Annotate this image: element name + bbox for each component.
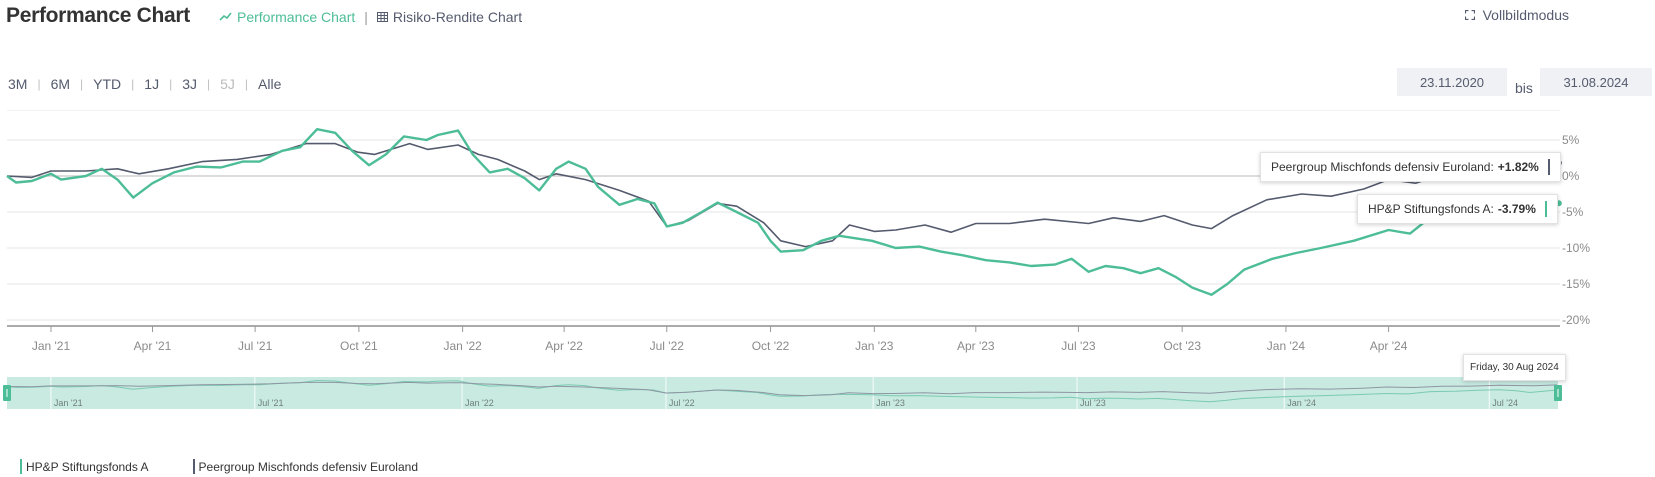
- expand-icon: [1464, 10, 1475, 20]
- risk-return-chart-toggle[interactable]: Risiko-Rendite Chart: [376, 9, 523, 25]
- range-1j-button[interactable]: 1J: [144, 76, 160, 92]
- legend-item-peergroup[interactable]: Peergroup Mischfonds defensiv Euroland: [192, 459, 418, 474]
- chart-legend: HP&P Stiftungsfonds A Peergroup Mischfon…: [20, 459, 462, 474]
- range-ytd-button[interactable]: YTD: [93, 76, 122, 92]
- range-selector: 3M | 6M | YTD | 1J | 3J | 5J | Alle: [8, 76, 281, 92]
- navigator-tick-label: Jul '24: [1492, 398, 1518, 408]
- navigator-tick-label: Jul '21: [258, 398, 284, 408]
- page-title: Performance Chart: [6, 4, 190, 27]
- tooltip-fund: HP&P Stiftungsfonds A: -3.79%: [1357, 194, 1558, 224]
- x-tick-label: Jul '22: [650, 339, 685, 353]
- navigator-tick-label: Jan '21: [54, 398, 83, 408]
- range-divider: |: [80, 77, 84, 91]
- navigator-tick-label: Jul '22: [669, 398, 695, 408]
- tooltip-fund-marker: [1544, 201, 1547, 217]
- x-tick-label: Jul '21: [238, 339, 273, 353]
- risk-return-chart-label: Risiko-Rendite Chart: [392, 9, 523, 25]
- range-divider: |: [207, 77, 211, 91]
- range-3j-button[interactable]: 3J: [182, 76, 197, 92]
- x-tick-label: Jul '23: [1061, 339, 1096, 353]
- tooltip-peergroup-marker: [1547, 159, 1550, 175]
- x-tick-label: Apr '22: [545, 339, 583, 353]
- range-3m-button[interactable]: 3M: [8, 76, 28, 92]
- y-tick-label: -15%: [1562, 277, 1590, 291]
- navigator-selection[interactable]: [7, 377, 1558, 409]
- navigator-tick-label: Jul '23: [1080, 398, 1106, 408]
- range-alle-button[interactable]: Alle: [258, 76, 282, 92]
- range-divider: |: [37, 77, 41, 91]
- y-tick-label: -20%: [1562, 313, 1590, 327]
- series-line-fund: [6, 128, 1560, 297]
- legend-label-peergroup: Peergroup Mischfonds defensiv Euroland: [198, 459, 418, 474]
- tooltip-peergroup-value: +1.82%: [1497, 160, 1539, 174]
- x-tick-label: Jan '24: [1267, 339, 1306, 353]
- x-tick-label: Jan '22: [443, 339, 482, 353]
- fullscreen-button[interactable]: Vollbildmodus: [1464, 7, 1569, 23]
- legend-swatch-fund: [20, 459, 22, 474]
- fullscreen-label: Vollbildmodus: [1482, 7, 1569, 23]
- range-divider: |: [169, 77, 173, 91]
- y-tick-label: 0%: [1562, 169, 1580, 183]
- y-tick-label: 5%: [1562, 133, 1580, 147]
- x-tick-label: Jan '21: [32, 339, 71, 353]
- legend-item-fund[interactable]: HP&P Stiftungsfonds A: [20, 459, 149, 474]
- x-tick-label: Apr '23: [957, 339, 995, 353]
- tooltip-peergroup: Peergroup Mischfonds defensiv Euroland: …: [1260, 152, 1561, 182]
- navigator-line-peergroup: [6, 381, 1557, 397]
- series-line-peergroup: [6, 142, 1560, 248]
- chart-type-switch: Performance Chart | Risiko-Rendite Chart: [219, 9, 522, 25]
- x-tick-label: Jan '23: [855, 339, 894, 353]
- legend-swatch-peergroup: [192, 459, 195, 474]
- table-grid-icon: [376, 12, 388, 22]
- date-from-input[interactable]: 23.11.2020: [1397, 68, 1507, 96]
- navigator-tick-label: Jan '23: [876, 398, 905, 408]
- switch-divider: |: [364, 9, 368, 25]
- x-tick-label: Oct '22: [752, 339, 790, 353]
- performance-chart-toggle[interactable]: Performance Chart: [219, 9, 355, 25]
- tooltip-fund-value: -3.79%: [1497, 202, 1536, 216]
- navigator-tick-label: Jan '24: [1287, 398, 1316, 408]
- x-tick-label: Oct '21: [340, 339, 378, 353]
- tooltip-date: Friday, 30 Aug 2024: [1463, 354, 1566, 381]
- tooltip-peergroup-name: Peergroup Mischfonds defensiv Euroland:: [1271, 160, 1494, 174]
- navigator-tick-label: Jan '22: [465, 398, 494, 408]
- range-divider: |: [131, 77, 135, 91]
- date-range-bis-label: bis: [1515, 80, 1533, 96]
- tooltip-fund-name: HP&P Stiftungsfonds A:: [1368, 202, 1494, 216]
- range-6m-button[interactable]: 6M: [50, 76, 71, 92]
- performance-chart[interactable]: 5% 0% -5% -10% -15% -20% Jan '21 Apr '21 Jul '21…: [0, 110, 1655, 440]
- y-tick-label: -5%: [1562, 205, 1584, 219]
- range-divider: |: [244, 77, 249, 91]
- date-to-input[interactable]: 31.08.2024: [1540, 68, 1652, 96]
- y-tick-label: -10%: [1562, 241, 1590, 255]
- trend-line-icon: [219, 12, 232, 21]
- x-tick-label: Apr '21: [134, 339, 172, 353]
- x-tick-label: Apr '24: [1370, 339, 1408, 353]
- range-5j-button: 5J: [220, 76, 235, 92]
- legend-label-fund: HP&P Stiftungsfonds A: [26, 459, 149, 474]
- performance-chart-label: Performance Chart: [237, 9, 356, 25]
- x-tick-label: Oct '23: [1163, 339, 1201, 353]
